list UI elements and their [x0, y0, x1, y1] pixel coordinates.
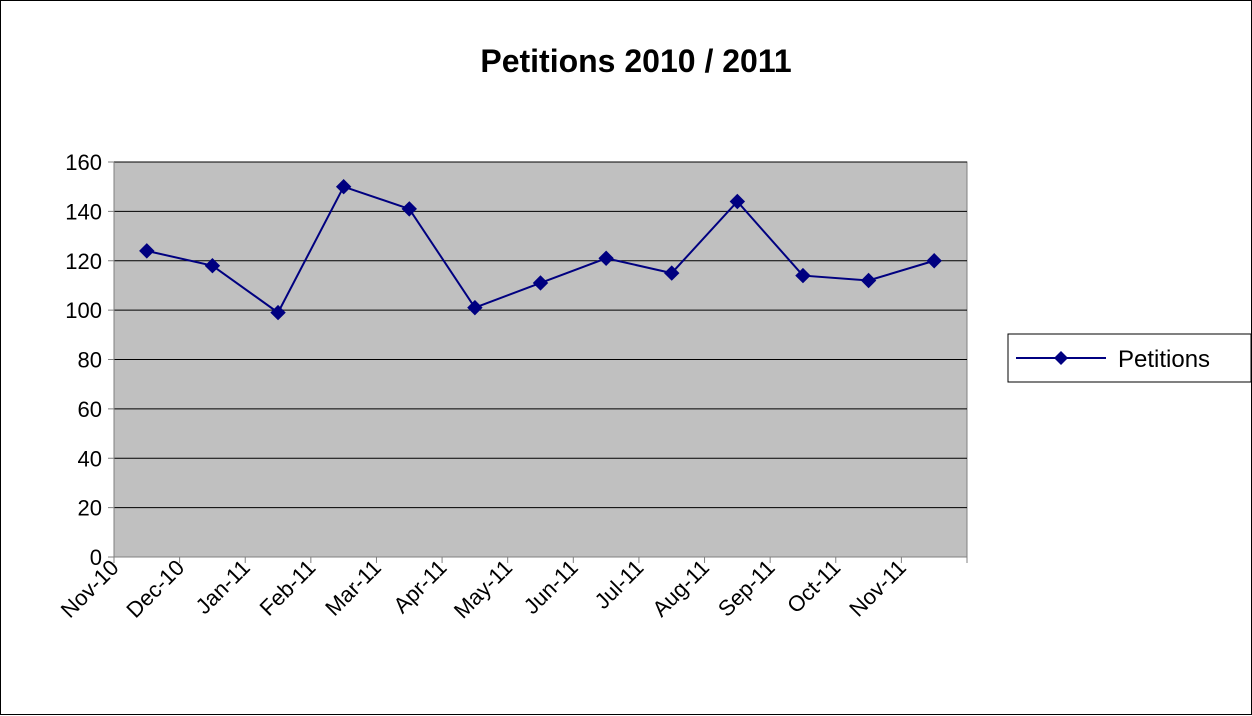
x-tick-label: Aug-11 — [647, 555, 714, 622]
x-tick-label: Jul-11 — [590, 555, 649, 614]
data-point — [926, 253, 942, 269]
y-tick-label: 40 — [78, 446, 102, 471]
data-point — [139, 243, 155, 259]
y-axis: 0 20 40 60 80 100 120 140 160 — [65, 150, 115, 570]
x-tick-label: May-11 — [449, 555, 517, 623]
data-point — [204, 257, 221, 274]
data-point — [664, 265, 680, 281]
y-tick-label: 120 — [65, 249, 102, 274]
x-tick-label: Dec-10 — [121, 555, 189, 623]
data-point — [795, 267, 811, 284]
x-tick-label: Apr-11 — [388, 555, 451, 618]
y-tick-label: 80 — [78, 348, 102, 373]
x-tick-label: Jun-11 — [519, 555, 583, 619]
y-tick-label: 20 — [78, 496, 102, 521]
data-point — [270, 304, 286, 321]
x-tick-label: Oct-11 — [782, 555, 845, 618]
x-tick-label: Mar-11 — [320, 555, 386, 621]
data-point — [401, 201, 417, 217]
legend: Petitions — [1007, 333, 1252, 383]
chart-title: Petitions 2010 / 2011 — [480, 43, 791, 79]
y-tick-label: 160 — [65, 150, 102, 175]
y-tick-label: 0 — [90, 545, 102, 570]
legend-series-marker — [1054, 351, 1068, 365]
legend-series-label: Petitions — [1118, 346, 1210, 373]
series-layer — [139, 178, 942, 321]
x-tick-label: Nov-11 — [844, 555, 911, 622]
data-point — [598, 250, 614, 266]
data-point — [335, 178, 352, 195]
y-tick-label: 100 — [65, 298, 102, 323]
y-tick-label: 60 — [78, 397, 102, 422]
data-point — [467, 299, 483, 316]
y-tick-label: 140 — [65, 199, 102, 224]
gridlines — [114, 161, 967, 509]
data-point — [532, 275, 549, 291]
x-tick-label: Jan-11 — [191, 555, 255, 619]
data-point — [860, 272, 877, 289]
data-point — [729, 193, 746, 210]
x-tick-label: Sep-11 — [713, 555, 780, 622]
x-tick-label: Feb-11 — [255, 555, 321, 621]
